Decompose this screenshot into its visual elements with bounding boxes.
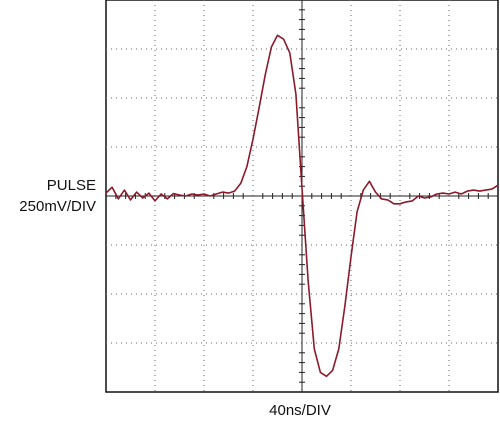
vertical-scale-label: 250mV/DIV (19, 198, 96, 215)
channel-label: PULSE (46, 177, 96, 194)
horizontal-scale-label: 40ns/DIV (269, 402, 331, 419)
waveform-layer (105, 34, 499, 378)
pulse-waveform-trace (105, 34, 499, 378)
